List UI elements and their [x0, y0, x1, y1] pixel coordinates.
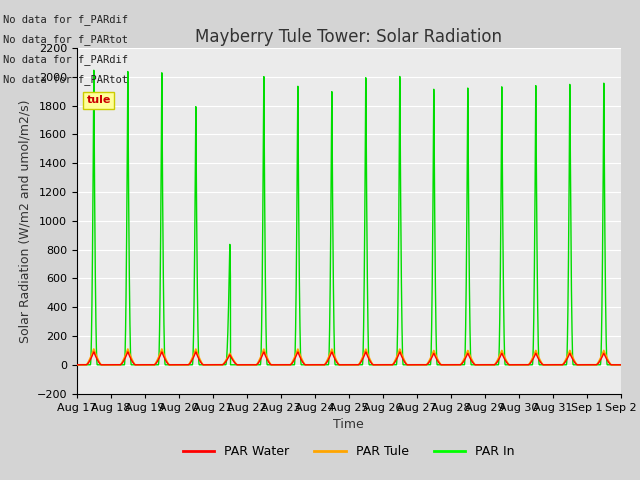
Legend: PAR Water, PAR Tule, PAR In: PAR Water, PAR Tule, PAR In [178, 440, 520, 463]
Text: No data for f_PARdif: No data for f_PARdif [3, 54, 128, 65]
Text: No data for f_PARdif: No data for f_PARdif [3, 13, 128, 24]
Text: No data for f_PARtot: No data for f_PARtot [3, 74, 128, 85]
Text: tule: tule [86, 95, 111, 105]
Title: Mayberry Tule Tower: Solar Radiation: Mayberry Tule Tower: Solar Radiation [195, 28, 502, 47]
X-axis label: Time: Time [333, 418, 364, 431]
Y-axis label: Solar Radiation (W/m2 and umol/m2/s): Solar Radiation (W/m2 and umol/m2/s) [18, 99, 31, 343]
Text: No data for f_PARtot: No data for f_PARtot [3, 34, 128, 45]
